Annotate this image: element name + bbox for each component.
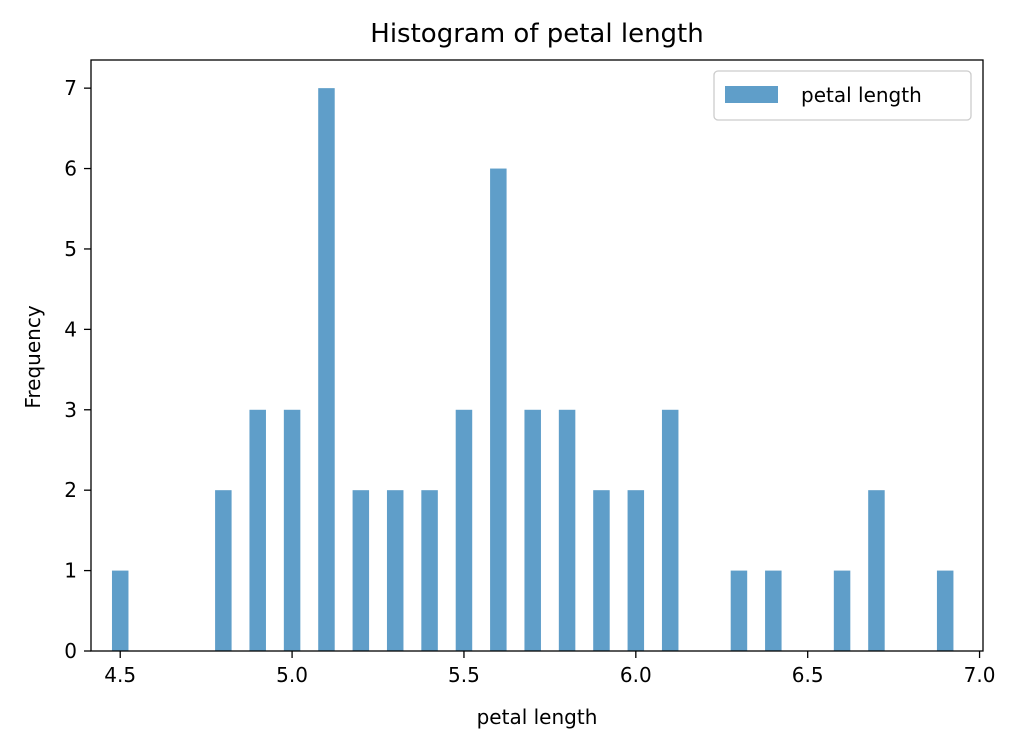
histogram-bar (730, 570, 748, 651)
histogram-bar (421, 490, 438, 651)
histogram-bar (661, 409, 679, 651)
plot-frame (90, 59, 984, 652)
histogram-bar (386, 490, 404, 651)
histogram-bar (593, 490, 610, 651)
y-tick-label: 4 (64, 317, 77, 341)
histogram-bar (765, 570, 782, 651)
legend: petal length (713, 70, 972, 121)
x-tick-label: 7.0 (964, 663, 996, 687)
histogram-bar (352, 490, 370, 651)
x-tick-label: 4.5 (104, 663, 136, 687)
histogram-bar (455, 409, 473, 651)
x-tick-label: 5.5 (448, 663, 480, 687)
histogram-bar (111, 570, 129, 651)
y-tick-label: 3 (64, 398, 77, 422)
histogram-bar (833, 570, 851, 651)
x-axis-ticks: 4.5 5.0 5.5 6.0 6.5 7.0 (104, 651, 995, 687)
y-tick-label: 5 (64, 237, 77, 261)
histogram-bar (249, 409, 266, 651)
histogram-bar (490, 168, 507, 652)
y-axis-label: Frequency (21, 305, 45, 408)
y-tick-label: 0 (64, 639, 77, 663)
legend-frame (713, 70, 972, 121)
histogram-bar (936, 570, 954, 651)
y-tick-label: 2 (64, 478, 77, 502)
bars-group (111, 88, 954, 652)
histogram-bar (283, 409, 301, 651)
y-tick-label: 7 (64, 76, 77, 100)
histogram-bar (627, 490, 645, 651)
x-tick-label: 6.0 (620, 663, 652, 687)
x-tick-label: 5.0 (276, 663, 308, 687)
histogram-bar (215, 490, 232, 651)
histogram-bar (868, 490, 885, 651)
chart-title: Histogram of petal length (370, 19, 703, 49)
histogram-bar (558, 409, 576, 651)
x-tick-label: 6.5 (792, 663, 824, 687)
y-axis-ticks: 0 1 2 3 4 5 6 7 (64, 76, 91, 663)
y-tick-label: 1 (64, 559, 77, 583)
histogram-bar (318, 88, 335, 651)
histogram-bar (524, 409, 541, 651)
legend-label: petal length (801, 83, 922, 107)
x-axis-label: petal length (477, 705, 598, 729)
y-tick-label: 6 (64, 157, 77, 181)
legend-swatch (725, 86, 778, 103)
